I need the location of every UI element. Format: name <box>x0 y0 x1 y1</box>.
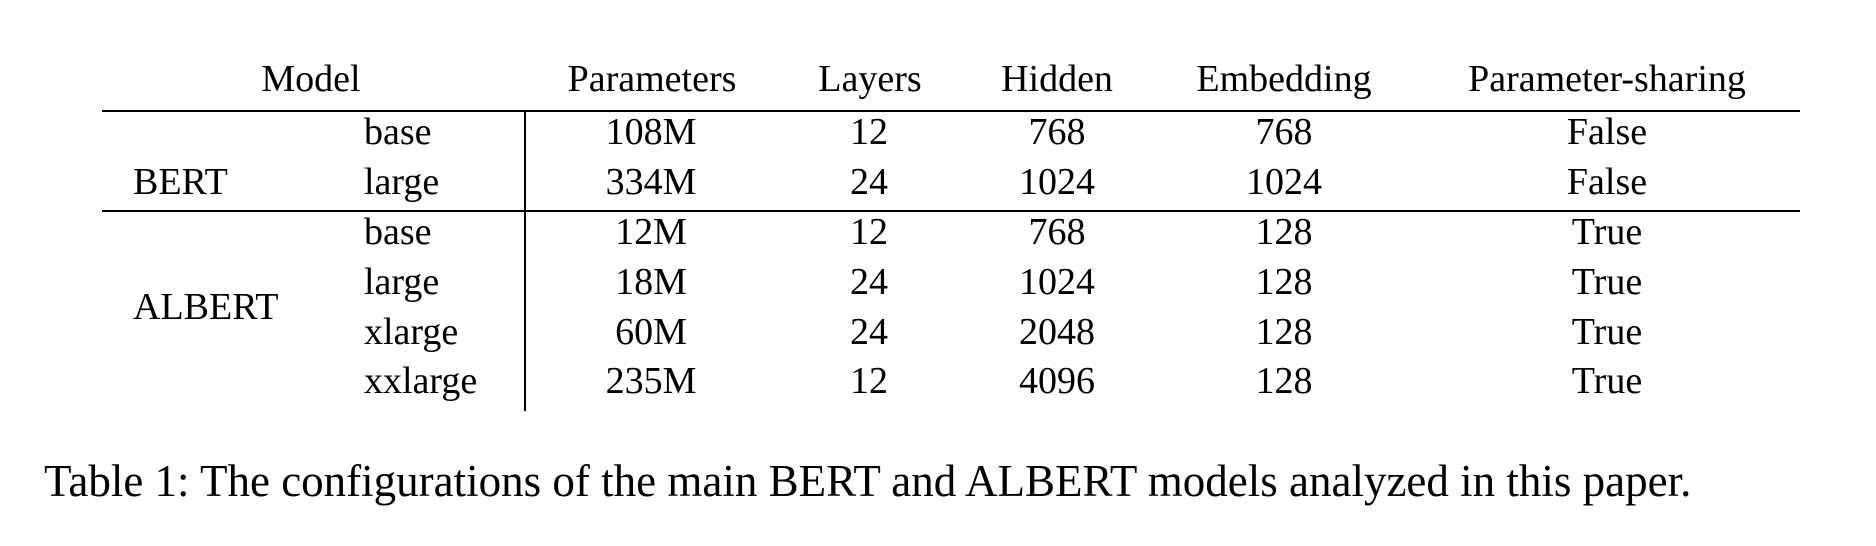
header-parameter-sharing: Parameter-sharing <box>1468 58 1746 100</box>
row-layers: 24 <box>850 261 888 303</box>
row-hidden: 2048 <box>1019 311 1095 353</box>
row-hidden: 768 <box>1028 111 1086 153</box>
row-parameters: 60M <box>615 311 687 353</box>
row-embedding: 768 <box>1255 111 1313 153</box>
header-rule <box>102 110 1800 112</box>
row-size: large <box>364 161 440 203</box>
group-label-bert: BERT <box>133 161 228 203</box>
table-caption: Table 1: The configurations of the main … <box>44 456 1692 506</box>
header-hidden: Hidden <box>1001 58 1113 100</box>
row-sharing: False <box>1566 111 1648 153</box>
row-layers: 24 <box>850 161 888 203</box>
row-size: large <box>364 261 440 303</box>
row-layers: 12 <box>850 211 888 253</box>
row-parameters: 12M <box>615 211 687 253</box>
row-embedding: 128 <box>1255 360 1313 402</box>
row-size: base <box>364 111 432 153</box>
row-parameters: 108M <box>605 111 697 153</box>
header-parameters: Parameters <box>567 58 737 100</box>
row-hidden: 1024 <box>1019 161 1095 203</box>
group-label-albert: ALBERT <box>133 286 279 328</box>
row-embedding: 128 <box>1255 211 1313 253</box>
row-parameters: 334M <box>605 161 697 203</box>
row-parameters: 235M <box>605 360 697 402</box>
row-sharing: True <box>1571 311 1643 353</box>
row-size: xlarge <box>364 311 459 353</box>
row-parameters: 18M <box>615 261 687 303</box>
row-embedding: 128 <box>1255 261 1313 303</box>
row-hidden: 1024 <box>1019 261 1095 303</box>
header-model: Model <box>261 58 361 100</box>
column-divider <box>524 111 526 411</box>
row-layers: 24 <box>850 311 888 353</box>
row-embedding: 128 <box>1255 311 1313 353</box>
row-sharing: True <box>1571 211 1643 253</box>
row-layers: 12 <box>850 360 888 402</box>
header-layers: Layers <box>818 58 922 100</box>
row-embedding: 1024 <box>1246 161 1322 203</box>
header-embedding: Embedding <box>1196 58 1372 100</box>
row-layers: 12 <box>850 111 888 153</box>
row-hidden: 4096 <box>1019 360 1095 402</box>
row-size: base <box>364 211 432 253</box>
row-hidden: 768 <box>1028 211 1086 253</box>
row-sharing: False <box>1566 161 1648 203</box>
row-sharing: True <box>1571 360 1643 402</box>
row-sharing: True <box>1571 261 1643 303</box>
group-separator-rule <box>102 210 1800 212</box>
row-size: xxlarge <box>364 360 478 402</box>
